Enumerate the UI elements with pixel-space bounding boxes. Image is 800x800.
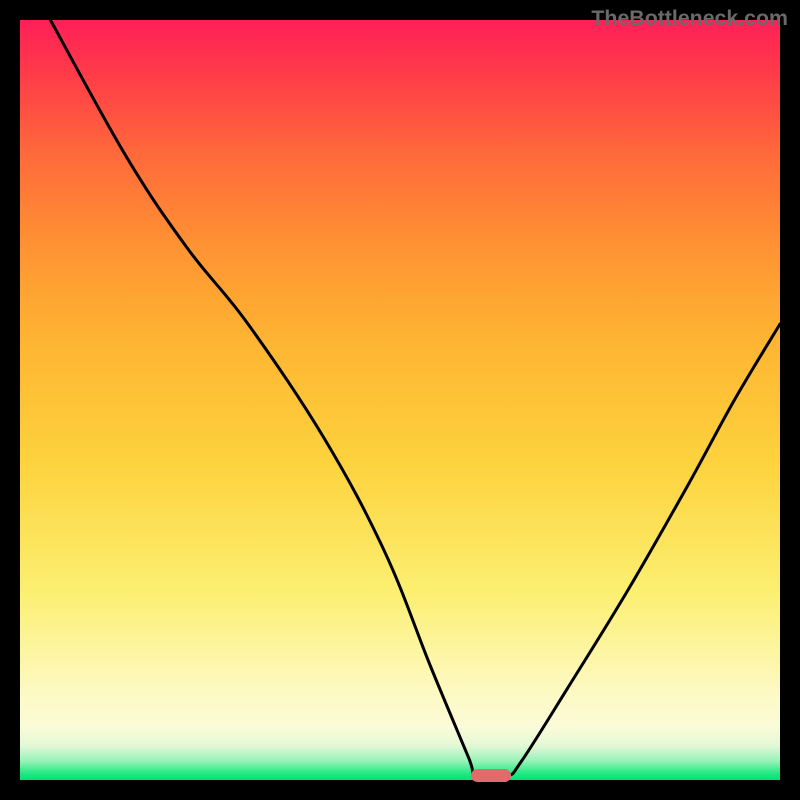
chart-gradient-background [20, 20, 780, 780]
bottleneck-chart: TheBottleneck.com [0, 0, 800, 800]
